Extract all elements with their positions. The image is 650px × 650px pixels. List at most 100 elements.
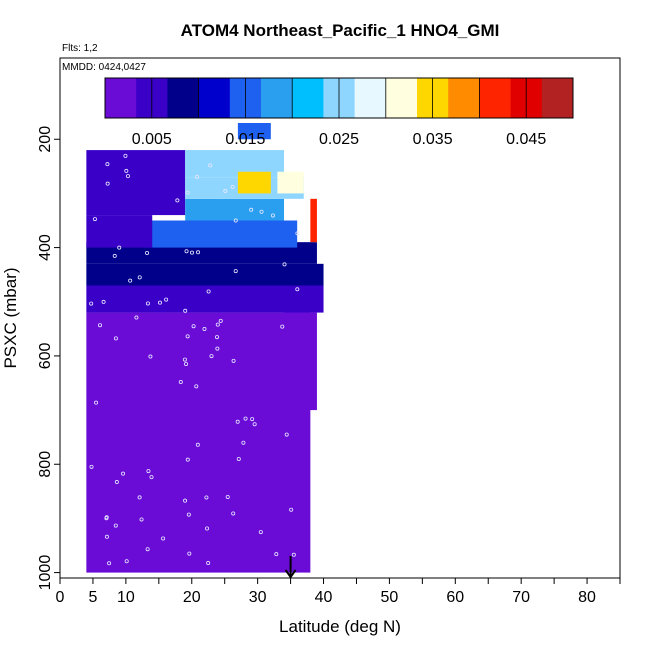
y-tick-label: 800 <box>37 451 54 478</box>
sample-marker <box>104 516 109 521</box>
sample-marker <box>101 299 106 304</box>
sample-marker <box>183 308 188 313</box>
sample-marker <box>202 327 207 332</box>
sample-marker <box>230 185 235 190</box>
y-axis: 200 400 600 800 1000 <box>37 126 60 591</box>
sample-marker <box>125 174 130 179</box>
colorbar-segment <box>261 78 293 118</box>
x-tick-label: 10 <box>117 589 135 606</box>
sample-marker <box>241 440 246 445</box>
x-tick-label: 80 <box>578 589 596 606</box>
colorbar-tick-label: 0.045 <box>506 131 546 148</box>
heatmap-cell <box>237 171 271 194</box>
sample-marker <box>124 559 129 564</box>
sample-marker <box>208 163 213 168</box>
sample-marker <box>249 207 254 212</box>
sample-marker <box>146 469 151 474</box>
heatmap-cells <box>86 123 324 573</box>
sample-marker <box>113 336 118 341</box>
sample-marker <box>183 498 188 503</box>
x-tick-label: 20 <box>183 589 201 606</box>
sample-marker <box>161 536 166 541</box>
sample-marker <box>280 324 285 329</box>
x-tick-label: 70 <box>512 589 530 606</box>
sample-marker <box>236 456 241 461</box>
x-tick-label: 30 <box>249 589 267 606</box>
sample-marker <box>243 416 248 421</box>
colorbar-segment <box>105 78 137 118</box>
y-axis-label: PSXC (mbar) <box>1 267 20 368</box>
sample-marker <box>139 517 144 522</box>
sample-marker <box>191 324 196 329</box>
sample-marker <box>231 358 236 363</box>
sample-marker <box>124 168 129 173</box>
sample-marker <box>194 384 199 389</box>
sample-marker <box>235 419 240 424</box>
colorbar-segment <box>292 78 324 118</box>
sample-marker <box>107 561 112 566</box>
sample-marker <box>189 250 194 255</box>
colorbar-tick-label: 0.015 <box>225 131 265 148</box>
sample-marker <box>145 301 150 306</box>
sample-marker <box>284 432 289 437</box>
sample-markers <box>89 153 300 566</box>
y-tick-label: 200 <box>37 126 54 153</box>
sample-marker <box>185 457 190 462</box>
heatmap-cell <box>310 198 317 243</box>
sample-marker <box>206 561 211 566</box>
sample-marker <box>270 213 275 218</box>
sample-marker <box>158 300 163 305</box>
sample-marker <box>282 262 287 267</box>
sample-marker <box>187 551 192 556</box>
sample-marker <box>215 346 220 351</box>
sample-marker <box>89 301 94 306</box>
heatmap-cell <box>185 198 284 221</box>
sample-marker <box>128 278 133 283</box>
sample-marker <box>148 354 153 359</box>
colorbar-segment <box>479 78 512 118</box>
sample-marker <box>184 249 189 254</box>
sample-marker <box>94 400 99 405</box>
x-tick-label: 40 <box>315 589 333 606</box>
sample-marker <box>178 380 183 385</box>
sample-marker <box>186 512 191 517</box>
colorbar-segment <box>385 78 418 118</box>
sample-marker <box>214 335 219 340</box>
x-tick-label: 50 <box>381 589 399 606</box>
sample-marker <box>175 198 180 203</box>
latitude-marker-arrow <box>284 556 297 579</box>
sample-marker <box>145 250 150 255</box>
heatmap-cell <box>86 263 324 286</box>
sample-marker <box>274 552 279 557</box>
sample-marker <box>149 475 154 480</box>
sample-marker <box>195 174 200 179</box>
sample-marker <box>145 547 150 552</box>
sample-marker <box>196 250 201 255</box>
sample-marker <box>225 494 230 499</box>
sample-marker <box>137 275 142 280</box>
sample-marker <box>295 231 300 236</box>
sample-marker <box>114 480 119 485</box>
colorbar-segment <box>198 78 231 118</box>
sample-marker <box>223 189 228 194</box>
colorbar-segment <box>167 78 200 118</box>
sample-marker <box>231 511 236 516</box>
x-axis: 0 5 10 20 30 40 50 60 70 80 <box>56 578 621 606</box>
sample-marker <box>137 495 142 500</box>
sample-marker <box>98 323 103 328</box>
sample-marker <box>104 534 109 539</box>
heatmap-cell <box>86 242 317 264</box>
sample-marker <box>164 297 169 302</box>
heatmap-cell <box>86 215 153 248</box>
sample-marker <box>258 530 263 535</box>
x-axis-label: Latitude (deg N) <box>279 617 401 636</box>
colorbar: 0.005 0.015 0.025 0.035 0.045 <box>104 77 574 148</box>
sample-marker <box>289 507 294 512</box>
colorbar-segment <box>448 78 480 118</box>
x-tick-label: 60 <box>446 589 464 606</box>
colorbar-tick-label: 0.025 <box>319 131 359 148</box>
sample-marker <box>105 181 110 186</box>
y-tick-label: 1000 <box>37 555 54 591</box>
sample-marker <box>206 289 211 294</box>
